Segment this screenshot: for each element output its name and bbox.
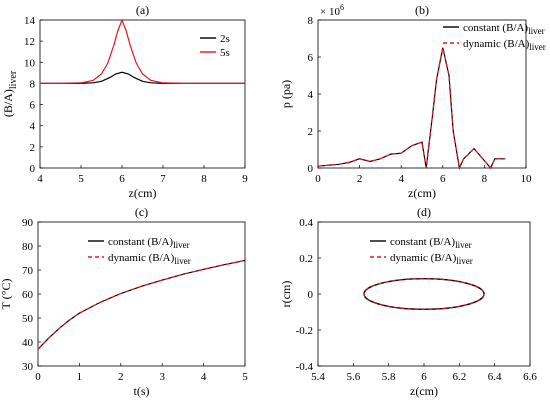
- x-tick-label: 4: [398, 173, 404, 185]
- y-axis-label: r(cm): [279, 281, 293, 308]
- y-tick-label: 2: [308, 126, 314, 138]
- y-tick-label: 6: [308, 52, 314, 64]
- legend-label: dynamic (B/A)liver: [390, 252, 473, 266]
- x-tick-label: 10: [521, 173, 533, 185]
- x-tick-label: 8: [201, 173, 207, 185]
- x-tick-label: 5.8: [382, 371, 396, 383]
- x-axis-label: z(cm): [408, 186, 436, 200]
- y-tick-label: 14: [24, 15, 36, 27]
- x-tick-label: 3: [159, 371, 165, 383]
- axes-box: [39, 19, 246, 169]
- y-tick-label: 10: [24, 57, 36, 69]
- legend-label: constant (B/A)liver: [390, 236, 472, 250]
- x-tick-label: 6: [421, 371, 427, 383]
- x-tick-label: 5.6: [346, 371, 360, 383]
- y-tick-label: 12: [24, 36, 35, 48]
- x-tick-label: 2: [118, 371, 124, 383]
- chart-panel-c: 0 1 2 3 4 5 30 40 50 60 70 80 90 t(s) T (°C) (c) constan…: [0, 205, 248, 398]
- x-tick-label: 6.4: [488, 371, 502, 383]
- x-tick-label: 1: [77, 371, 83, 383]
- x-tick-label: 6: [440, 173, 446, 185]
- panel-label: (b): [415, 3, 429, 17]
- y-tick-label: 0: [308, 289, 314, 301]
- y-tick-label: 0: [30, 163, 36, 175]
- y-tick-label: 90: [22, 217, 34, 229]
- y-axis-label: (B/A)liver: [1, 70, 19, 117]
- y-tick-label: 60: [22, 289, 34, 301]
- x-tick-label: 5: [242, 371, 248, 383]
- y-tick-label: 4: [30, 121, 36, 133]
- x-axis-label: z(cm): [410, 384, 438, 398]
- x-tick-label: 9: [242, 173, 248, 185]
- x-tick-label: 7: [160, 173, 166, 185]
- chart-panel-d: 5.4 5.6 5.8 6 6.2 6.4 6.6 -0.4 -0.2 0 0.2 0.4 z(cm) r…: [279, 205, 537, 398]
- y-tick-label: 2: [30, 142, 36, 154]
- legend-label: dynamic (B/A)liver: [108, 252, 191, 266]
- y-tick-label: -0.4: [296, 361, 314, 373]
- x-tick-label: 5.4: [311, 371, 325, 383]
- x-tick-label: 5: [78, 173, 84, 185]
- legend-label: constant (B/A)liver: [108, 236, 190, 250]
- x-tick-label: 4: [37, 173, 43, 185]
- series-line-1: [40, 18, 245, 84]
- chart-panel-b: 0 2 4 6 8 10 0 2 4 6 8 z(cm) p (pa) × 106 (b) constant …: [279, 3, 546, 200]
- legend-label: 2s: [220, 33, 230, 45]
- series-line-0: [317, 47, 506, 171]
- x-tick-label: 0: [315, 173, 321, 185]
- series-line-1: [37, 259, 246, 350]
- x-tick-label: 4: [201, 371, 207, 383]
- y-exponent-label: × 106: [320, 3, 344, 18]
- y-tick-label: 80: [22, 241, 34, 253]
- series-line-dynamic: [363, 278, 485, 310]
- x-tick-label: 6.2: [452, 371, 466, 383]
- y-tick-label: 8: [308, 15, 314, 27]
- chart-panel-a: 4 5 6 7 8 9 0 2 4 6 8 10 12 14 z(cm) (B/A)liver (a) 2s 5s: [1, 3, 248, 200]
- y-tick-label: 6: [30, 100, 36, 112]
- panel-label: (c): [135, 205, 148, 219]
- y-tick-label: 40: [22, 337, 34, 349]
- x-tick-label: 6: [119, 173, 125, 185]
- y-tick-label: 0.2: [299, 253, 313, 265]
- series-line-1: [317, 47, 506, 171]
- x-axis-label: t(s): [134, 384, 150, 398]
- panel-label: (a): [136, 3, 149, 17]
- x-tick-label: 6.6: [523, 371, 537, 383]
- y-axis-label: p (pa): [279, 80, 293, 108]
- x-tick-label: 2: [357, 173, 363, 185]
- y-tick-label: 4: [308, 89, 314, 101]
- x-tick-label: 0: [35, 371, 41, 383]
- y-tick-label: -0.2: [296, 325, 313, 337]
- panel-label: (d): [417, 205, 431, 219]
- series-line-0: [37, 259, 246, 350]
- y-tick-label: 50: [22, 313, 34, 325]
- y-tick-label: 8: [30, 78, 36, 90]
- y-tick-label: 70: [22, 265, 34, 277]
- x-axis-label: z(cm): [129, 186, 157, 200]
- legend-label: constant (B/A)liver: [463, 22, 545, 36]
- y-axis-label: T (°C): [0, 279, 13, 310]
- y-tick-label: 0: [308, 163, 314, 175]
- legend-label: dynamic (B/A)liver: [463, 38, 546, 52]
- x-tick-label: 8: [482, 173, 488, 185]
- y-tick-label: 30: [22, 361, 34, 373]
- legend-label: 5s: [220, 47, 230, 59]
- y-tick-label: 0.4: [299, 217, 313, 229]
